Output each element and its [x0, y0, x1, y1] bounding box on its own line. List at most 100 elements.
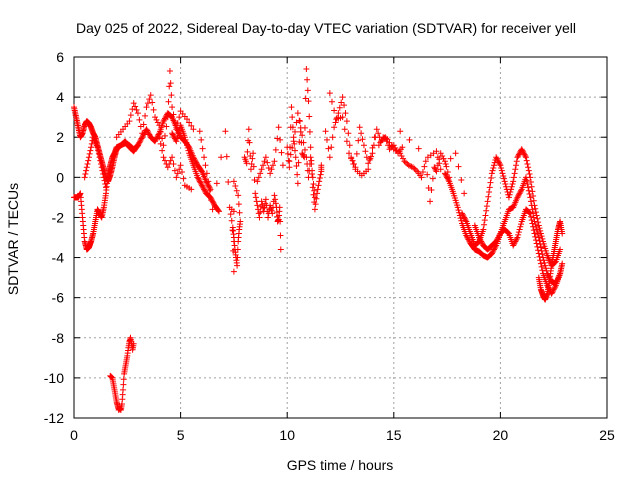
data-point [518, 187, 525, 194]
data-point [439, 152, 446, 159]
x-tick-label: 25 [599, 427, 615, 443]
data-point [524, 160, 531, 167]
data-point [269, 162, 276, 169]
data-point [375, 142, 382, 149]
data-point [341, 102, 348, 109]
data-point [491, 246, 498, 253]
data-point [306, 128, 313, 135]
data-point [177, 162, 184, 169]
data-point [311, 187, 318, 194]
data-point [234, 254, 241, 261]
data-point [527, 210, 534, 217]
data-point [437, 150, 444, 157]
data-point [386, 139, 393, 146]
data-point [314, 186, 321, 193]
data-point [154, 119, 161, 126]
data-point [134, 142, 141, 149]
data-point [82, 170, 89, 177]
data-point [460, 213, 467, 220]
data-point [184, 144, 191, 151]
data-point [172, 136, 179, 143]
data-point [309, 167, 316, 174]
data-point [165, 98, 172, 105]
y-tick-label: -4 [52, 250, 65, 266]
data-point [84, 160, 91, 167]
data-point [153, 135, 160, 142]
data-point [418, 174, 425, 181]
data-point [476, 234, 483, 241]
data-point [482, 212, 489, 219]
data-point [525, 184, 532, 191]
data-point [144, 100, 151, 107]
data-point [194, 174, 201, 181]
x-tick-label: 10 [279, 427, 295, 443]
data-point [153, 116, 160, 123]
data-point [228, 206, 235, 213]
data-point [164, 114, 171, 121]
data-point [463, 233, 470, 240]
data-point [160, 118, 167, 125]
data-point [343, 138, 350, 145]
data-point [440, 155, 447, 162]
data-point [176, 127, 183, 134]
data-point [230, 178, 237, 185]
data-point [101, 177, 108, 184]
data-point [483, 203, 490, 210]
data-point [140, 121, 147, 128]
data-point [397, 128, 404, 135]
data-point [170, 160, 177, 167]
data-point [206, 183, 213, 190]
data-point [537, 244, 544, 251]
data-point [144, 127, 151, 134]
data-point [120, 376, 127, 383]
plot-frame [73, 56, 608, 419]
data-point [150, 106, 157, 113]
data-point [490, 164, 497, 171]
data-point [537, 257, 544, 264]
data-point [400, 155, 407, 162]
data-point [537, 260, 544, 267]
data-point [484, 198, 491, 205]
data-point [287, 151, 294, 158]
data-point [495, 234, 502, 241]
data-point [203, 170, 210, 177]
data-point [429, 175, 436, 182]
data-point [534, 215, 541, 222]
x-tick-label: 0 [70, 427, 78, 443]
data-point [292, 128, 299, 135]
data-point [532, 237, 539, 244]
data-point [127, 112, 134, 119]
data-point [136, 116, 143, 123]
data-point [541, 259, 548, 266]
data-point [272, 200, 279, 207]
data-point [181, 134, 188, 141]
data-point [329, 134, 336, 141]
data-point [488, 170, 495, 177]
data-point [506, 191, 513, 198]
data-point [97, 157, 104, 164]
data-point [289, 114, 296, 121]
data-point [456, 209, 463, 216]
data-point [342, 110, 349, 117]
data-point [272, 196, 279, 203]
data-point [362, 148, 369, 155]
data-point [532, 205, 539, 212]
data-point [508, 183, 515, 190]
data-point [345, 130, 352, 137]
data-point [166, 68, 173, 75]
data-point [190, 126, 197, 133]
data-point [296, 117, 303, 124]
data-point [304, 76, 311, 83]
data-point [494, 235, 501, 242]
data-point [264, 159, 271, 166]
data-point [446, 174, 453, 181]
data-point [188, 122, 195, 129]
data-point [271, 192, 278, 199]
data-point [503, 183, 510, 190]
x-axis-label: GPS time / hours [287, 457, 394, 473]
data-point [199, 183, 206, 190]
data-point [255, 210, 262, 217]
data-point [299, 150, 306, 157]
data-point [525, 187, 532, 194]
data-point [250, 150, 257, 157]
